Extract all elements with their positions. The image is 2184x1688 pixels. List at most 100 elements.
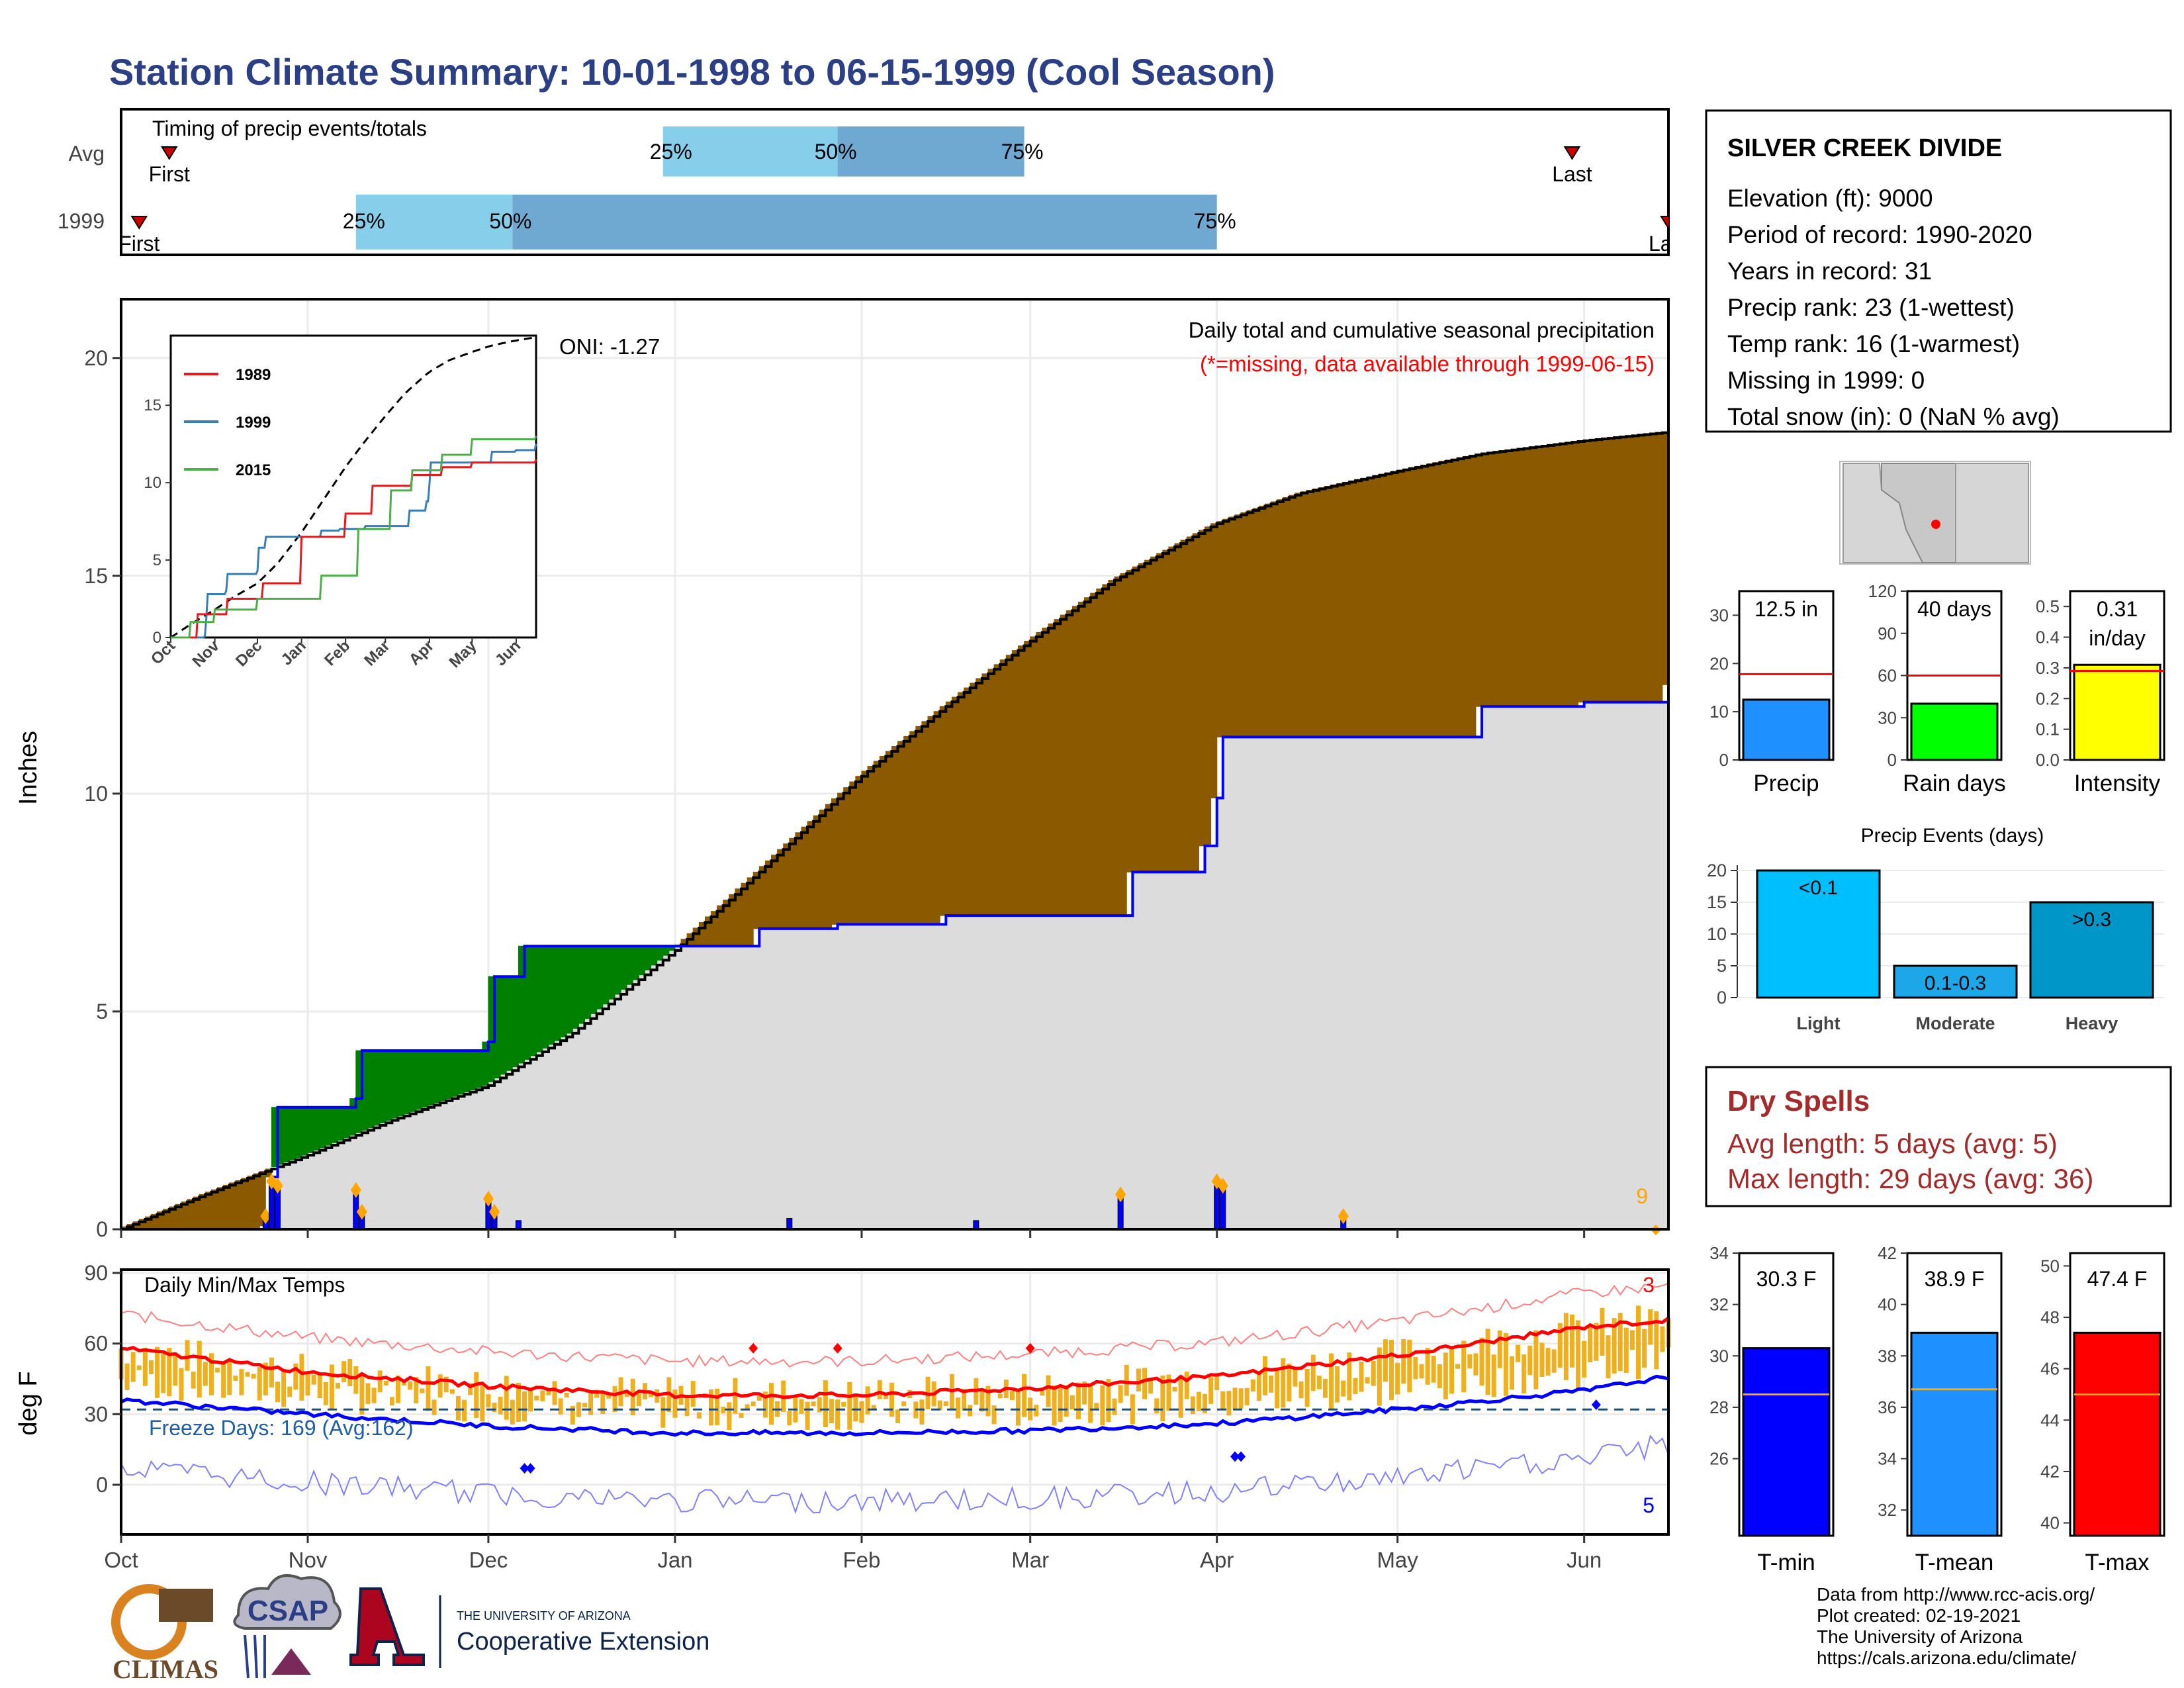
temp-ytick-label: 60 [84, 1332, 108, 1356]
locator-map [1839, 461, 2031, 565]
timing-marks: 25% 50% 75% First Last 25% 50% 75% First Last [121, 126, 1668, 255]
ua-a-icon [349, 1587, 425, 1666]
freeze-days: Freeze Days: 169 (Avg:162) [149, 1416, 414, 1440]
mini-bar-label: Intensity [2074, 771, 2161, 796]
mini-bar-label: Rain days [1903, 771, 2006, 796]
temp-bar-label: T-min [1757, 1550, 1815, 1575]
season-cumulative-area [121, 684, 1668, 1229]
csap-logo: CSAP [233, 1574, 341, 1679]
temp-xtick-label: Nov [289, 1548, 328, 1572]
mini-bar-tick-label: 10 [1709, 702, 1729, 722]
temp-bar-tick-label: 40 [2040, 1513, 2060, 1533]
temp-xtick-label: Jan [657, 1548, 692, 1572]
precip-areas [120, 431, 1670, 1231]
temp-ytick-label: 30 [84, 1402, 108, 1426]
last-event-marker [1563, 146, 1581, 160]
record-low-marker [1591, 1399, 1601, 1411]
events-tick-label: 20 [1707, 861, 1727, 880]
timing-bar-early [355, 195, 513, 250]
climas-block-icon [159, 1589, 213, 1622]
events-tick-label: 10 [1707, 924, 1727, 944]
map-neighbor [1955, 463, 2029, 563]
missing-note: (*=missing, data available through 1999-… [1200, 352, 1655, 376]
timing-label: Timing of precip events/totals [152, 117, 427, 140]
heavy-event-marker [482, 1190, 494, 1207]
mini-bar-value-unit: in/day [2089, 626, 2145, 650]
mini-bar-tick-label: 30 [1709, 605, 1729, 625]
ua-big-text: Cooperative Extension [457, 1628, 709, 1656]
heavy-event-marker [260, 1208, 271, 1225]
mini-bar-tick-label: 0 [1719, 750, 1729, 770]
events-bar-text: 0.1-0.3 [1925, 972, 1986, 994]
temp-header: Daily Min/Max Temps [144, 1273, 345, 1297]
temp-bar-tick-label: 48 [2040, 1307, 2060, 1327]
temp-bar-label: T-mean [1915, 1550, 1994, 1575]
timing-bar-late [837, 126, 1024, 177]
inset-2015-line [171, 436, 537, 639]
events-bar [1756, 869, 1881, 999]
temp-xtick-label: Oct [104, 1548, 138, 1572]
events-title: Precip Events (days) [1861, 825, 2044, 847]
mini-bar-tick-label: 0.4 [2036, 628, 2060, 647]
timing-p25-label: 25% [343, 209, 385, 233]
station-info-box: SILVER CREEK DIVIDE Elevation (ft): 9000… [1705, 109, 2172, 433]
credits: Data from http://www.rcc-acis.org/ Plot … [111, 1574, 2095, 1684]
last-event-label: Last [1552, 162, 1592, 186]
temp-ytick-label: 0 [96, 1473, 108, 1497]
station-location-marker [1931, 520, 1940, 529]
station-line: Missing in 1999: 0 [1727, 367, 1925, 394]
mini-bar-value-label: 40 days [1917, 597, 1991, 621]
timing-p75-label: 75% [1194, 209, 1236, 233]
credit-line: https://cals.arizona.edu/climate/ [1817, 1648, 2076, 1668]
temp-content [118, 1282, 1671, 1515]
record-max-line [120, 1282, 1669, 1368]
temp-panel: 0 30 60 90 Oct Nov Dec Jan Feb Mar Apr May Jun Daily… [15, 1261, 1671, 1572]
mini-bar-label: Precip [1753, 771, 1819, 796]
daily-temp-range-bars [118, 1305, 1671, 1430]
first-event-marker [130, 216, 148, 230]
temp-axes: 0 30 60 90 Oct Nov Dec Jan Feb Mar Apr May Jun [84, 1261, 1602, 1572]
cloud-icon [233, 1574, 341, 1630]
dry-spells-title: Dry Spells [1727, 1085, 1870, 1117]
station-line: Total snow (in): 0 (NaN % avg) [1727, 403, 2060, 430]
precip-axes: 0 5 10 15 20 [84, 346, 1586, 1241]
station-line: Precip rank: 23 (1-wettest) [1727, 294, 2015, 321]
season-cumulative-line [121, 684, 1670, 1231]
avg-min-temp-line [120, 1374, 1669, 1437]
record-low-marker [525, 1463, 535, 1474]
precip-panel: 0 5 10 15 20 Daily total and cumulative seas… [15, 298, 1670, 1241]
oni-value: ONI: -1.27 [559, 334, 660, 359]
temp-xtick-label: Dec [469, 1548, 508, 1572]
precip-ytick-label: 10 [84, 782, 108, 806]
events-bar-text: <0.1 [1799, 877, 1838, 899]
heavy-event-marker [489, 1203, 500, 1220]
csap-wordmark: CSAP [248, 1595, 328, 1627]
station-frame [1705, 109, 2172, 433]
timing-p50-label: 50% [489, 209, 531, 233]
ua-small-text: THE UNIVERSITY OF ARIZONA [457, 1609, 631, 1622]
events-tick-label: 15 [1707, 892, 1727, 912]
timing-p75-label: 75% [1001, 140, 1044, 164]
temp-bar-tick-label: 34 [1878, 1449, 1897, 1469]
dry-spells-box: Dry Spells Avg length: 5 days (avg: 5) M… [1705, 1066, 2172, 1207]
temp-bar-value [1910, 1331, 1999, 1537]
station-line: Years in record: 31 [1727, 258, 1932, 285]
ua-extension-logo: THE UNIVERSITY OF ARIZONA Cooperative Ex… [349, 1587, 709, 1668]
temp-ylabel: deg F [15, 1371, 42, 1435]
precip-ylabel: Inches [15, 731, 42, 805]
credit-line: Data from http://www.rcc-acis.org/ [1817, 1584, 2095, 1605]
mini-bar-tick-label: 0.2 [2036, 688, 2060, 708]
avg-max-temp-line [120, 1316, 1670, 1399]
temp-bar-tick-label: 46 [2040, 1359, 2060, 1379]
events-bar-label: Heavy [2066, 1013, 2118, 1033]
timing-panel: Timing of precip events/totals Avg 1999 … [58, 108, 1670, 256]
temp-xtick-label: Jun [1567, 1548, 1602, 1572]
temp-bar-tick-label: 42 [1878, 1243, 1897, 1263]
dry-spells-frame [1705, 1066, 2172, 1207]
temp-bar-tick-label: 42 [2040, 1462, 2060, 1481]
events-bar [2029, 901, 2154, 999]
temp-frame [120, 1268, 1670, 1536]
inset-ytick-label: 10 [144, 474, 161, 492]
